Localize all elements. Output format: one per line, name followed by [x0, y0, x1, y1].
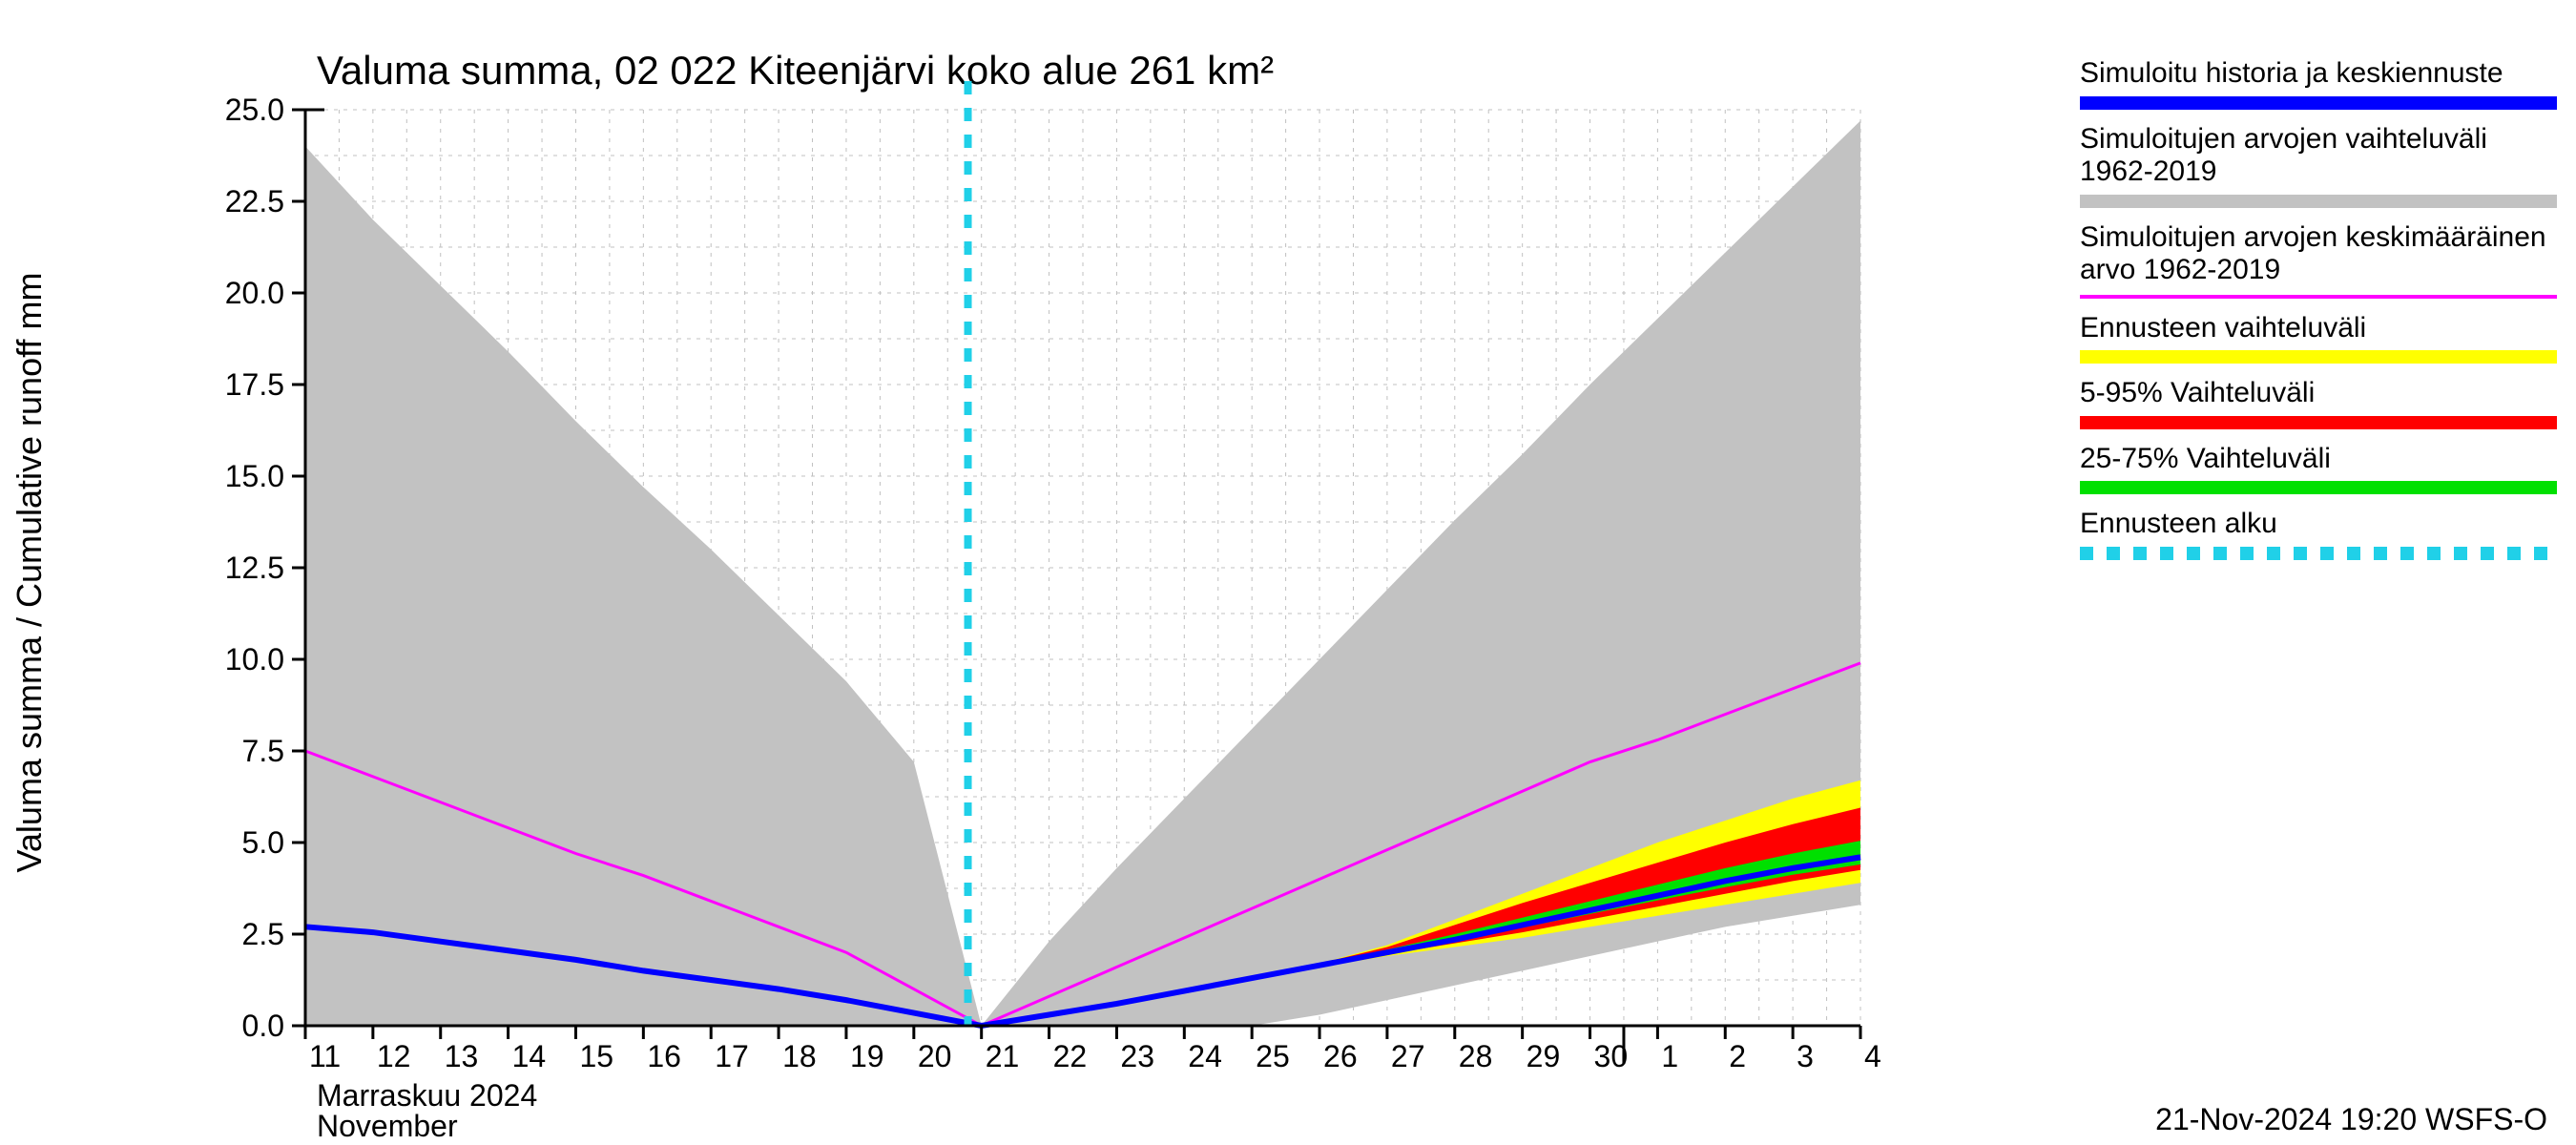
- x-tick: 1: [1661, 1039, 1678, 1074]
- x-tick: 26: [1323, 1039, 1358, 1074]
- legend-entry: Ennusteen alku: [2080, 508, 2557, 560]
- x-tick: 17: [715, 1039, 749, 1074]
- legend-entry: 5-95% Vaihteluväli: [2080, 377, 2557, 429]
- x-tick: 4: [1864, 1039, 1881, 1074]
- legend-swatch: [2080, 195, 2557, 208]
- y-tick: 17.5: [225, 367, 284, 403]
- x-tick: 15: [579, 1039, 613, 1074]
- legend-swatch: [2080, 350, 2557, 364]
- legend-label: 25-75% Vaihteluväli: [2080, 443, 2557, 476]
- month-label-en: November: [317, 1109, 458, 1144]
- legend-swatch: [2080, 481, 2557, 494]
- x-tick: 16: [647, 1039, 681, 1074]
- x-tick: 30: [1594, 1039, 1629, 1074]
- x-tick: 23: [1120, 1039, 1154, 1074]
- legend: Simuloitu historia ja keskiennuste Simulo…: [2080, 57, 2557, 573]
- legend-label: Simuloitu historia ja keskiennuste: [2080, 57, 2557, 91]
- legend-label: Ennusteen alku: [2080, 508, 2557, 541]
- y-tick: 7.5: [242, 734, 284, 769]
- x-tick: 24: [1188, 1039, 1222, 1074]
- x-tick: 18: [782, 1039, 817, 1074]
- legend-label: Simuloitujen arvojen vaihteluväli 1962-2…: [2080, 123, 2557, 189]
- x-tick: 13: [445, 1039, 479, 1074]
- x-tick: 22: [1053, 1039, 1088, 1074]
- y-tick: 22.5: [225, 184, 284, 219]
- x-tick: 29: [1527, 1039, 1561, 1074]
- x-tick: 3: [1797, 1039, 1814, 1074]
- x-tick: 20: [918, 1039, 952, 1074]
- timestamp: 21-Nov-2024 19:20 WSFS-O: [2155, 1102, 2547, 1137]
- legend-swatch: [2080, 96, 2557, 110]
- y-tick: 12.5: [225, 551, 284, 586]
- legend-entry: Ennusteen vaihteluväli: [2080, 312, 2557, 364]
- legend-label: 5-95% Vaihteluväli: [2080, 377, 2557, 410]
- legend-swatch: [2080, 416, 2557, 429]
- y-tick: 25.0: [225, 93, 284, 128]
- x-tick: 19: [850, 1039, 884, 1074]
- legend-label: Simuloitujen arvojen keskimääräinen arvo…: [2080, 221, 2557, 287]
- x-tick: 2: [1729, 1039, 1746, 1074]
- y-tick: 5.0: [242, 825, 284, 861]
- legend-swatch: [2080, 295, 2557, 299]
- legend-swatch: [2080, 547, 2557, 560]
- x-tick: 27: [1391, 1039, 1425, 1074]
- x-tick: 25: [1256, 1039, 1290, 1074]
- x-tick: 14: [512, 1039, 547, 1074]
- y-tick: 0.0: [242, 1009, 284, 1044]
- legend-entry: Simuloitujen arvojen vaihteluväli 1962-2…: [2080, 123, 2557, 208]
- y-tick: 2.5: [242, 917, 284, 952]
- x-tick: 21: [986, 1039, 1020, 1074]
- legend-entry: Simuloitujen arvojen keskimääräinen arvo…: [2080, 221, 2557, 299]
- y-tick: 10.0: [225, 642, 284, 677]
- x-tick: 11: [309, 1039, 341, 1074]
- y-tick: 20.0: [225, 276, 284, 311]
- legend-label: Ennusteen vaihteluväli: [2080, 312, 2557, 345]
- y-tick: 15.0: [225, 459, 284, 494]
- legend-entry: Simuloitu historia ja keskiennuste: [2080, 57, 2557, 110]
- legend-entry: 25-75% Vaihteluväli: [2080, 443, 2557, 495]
- x-tick: 28: [1459, 1039, 1493, 1074]
- x-tick: 12: [377, 1039, 411, 1074]
- chart-root: Valuma summa / Cumulative runoff mm Valu…: [0, 0, 2576, 1145]
